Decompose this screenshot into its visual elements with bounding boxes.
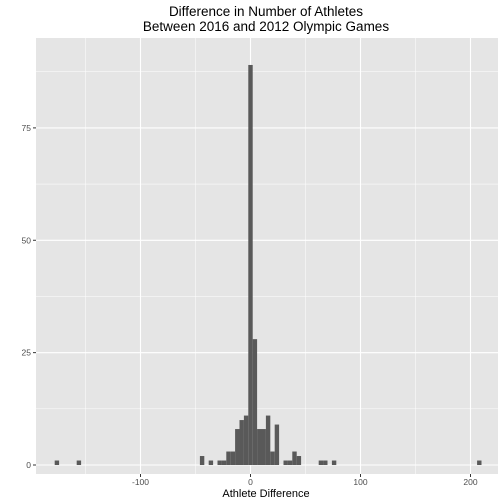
histogram-bars [54, 64, 482, 466]
histogram-bar [221, 460, 227, 466]
x-tick-label: 0 [248, 477, 253, 487]
histogram-bar [76, 460, 82, 466]
histogram-bar [226, 451, 231, 466]
y-tick-label: 75 [22, 123, 32, 133]
histogram-bar [270, 451, 275, 466]
histogram-bar [261, 429, 266, 466]
histogram-bar [477, 460, 482, 466]
chart-title-line-1: Difference in Number of Athletes [169, 4, 363, 19]
histogram-bar [230, 451, 236, 466]
y-tick-label: 50 [22, 235, 32, 245]
histogram-bar [248, 64, 253, 466]
histogram-bar [287, 460, 293, 466]
histogram-bar [274, 424, 280, 466]
x-tick-label: 200 [463, 477, 477, 487]
histogram-bar [318, 460, 324, 466]
histogram-bar [208, 460, 214, 466]
y-tick-label: 25 [22, 348, 32, 358]
histogram-bar [243, 415, 249, 466]
histogram-bar [323, 460, 328, 466]
x-axis: -100 0 100 200 [132, 474, 478, 487]
y-axis: 0 25 50 75 [22, 123, 36, 470]
histogram-bar [296, 456, 302, 466]
histogram-bar [199, 456, 205, 466]
x-tick-label: -100 [132, 477, 149, 487]
histogram-bar [235, 429, 240, 466]
chart-title-line-2: Between 2016 and 2012 Olympic Games [143, 19, 389, 34]
histogram-bar [265, 415, 271, 466]
x-tick-label: 100 [353, 477, 367, 487]
plot-panel [36, 38, 498, 474]
y-tick-label: 0 [26, 460, 31, 470]
histogram-bar [257, 429, 262, 466]
histogram-bar [54, 460, 60, 466]
histogram-bar [292, 451, 297, 466]
histogram-bar [239, 420, 244, 466]
x-axis-title: Athlete Difference [222, 488, 309, 500]
histogram-bar [252, 339, 258, 466]
histogram-bar [331, 460, 337, 466]
minor-gridlines [36, 38, 498, 474]
histogram-bar [217, 460, 222, 466]
histogram-bar [283, 460, 288, 466]
